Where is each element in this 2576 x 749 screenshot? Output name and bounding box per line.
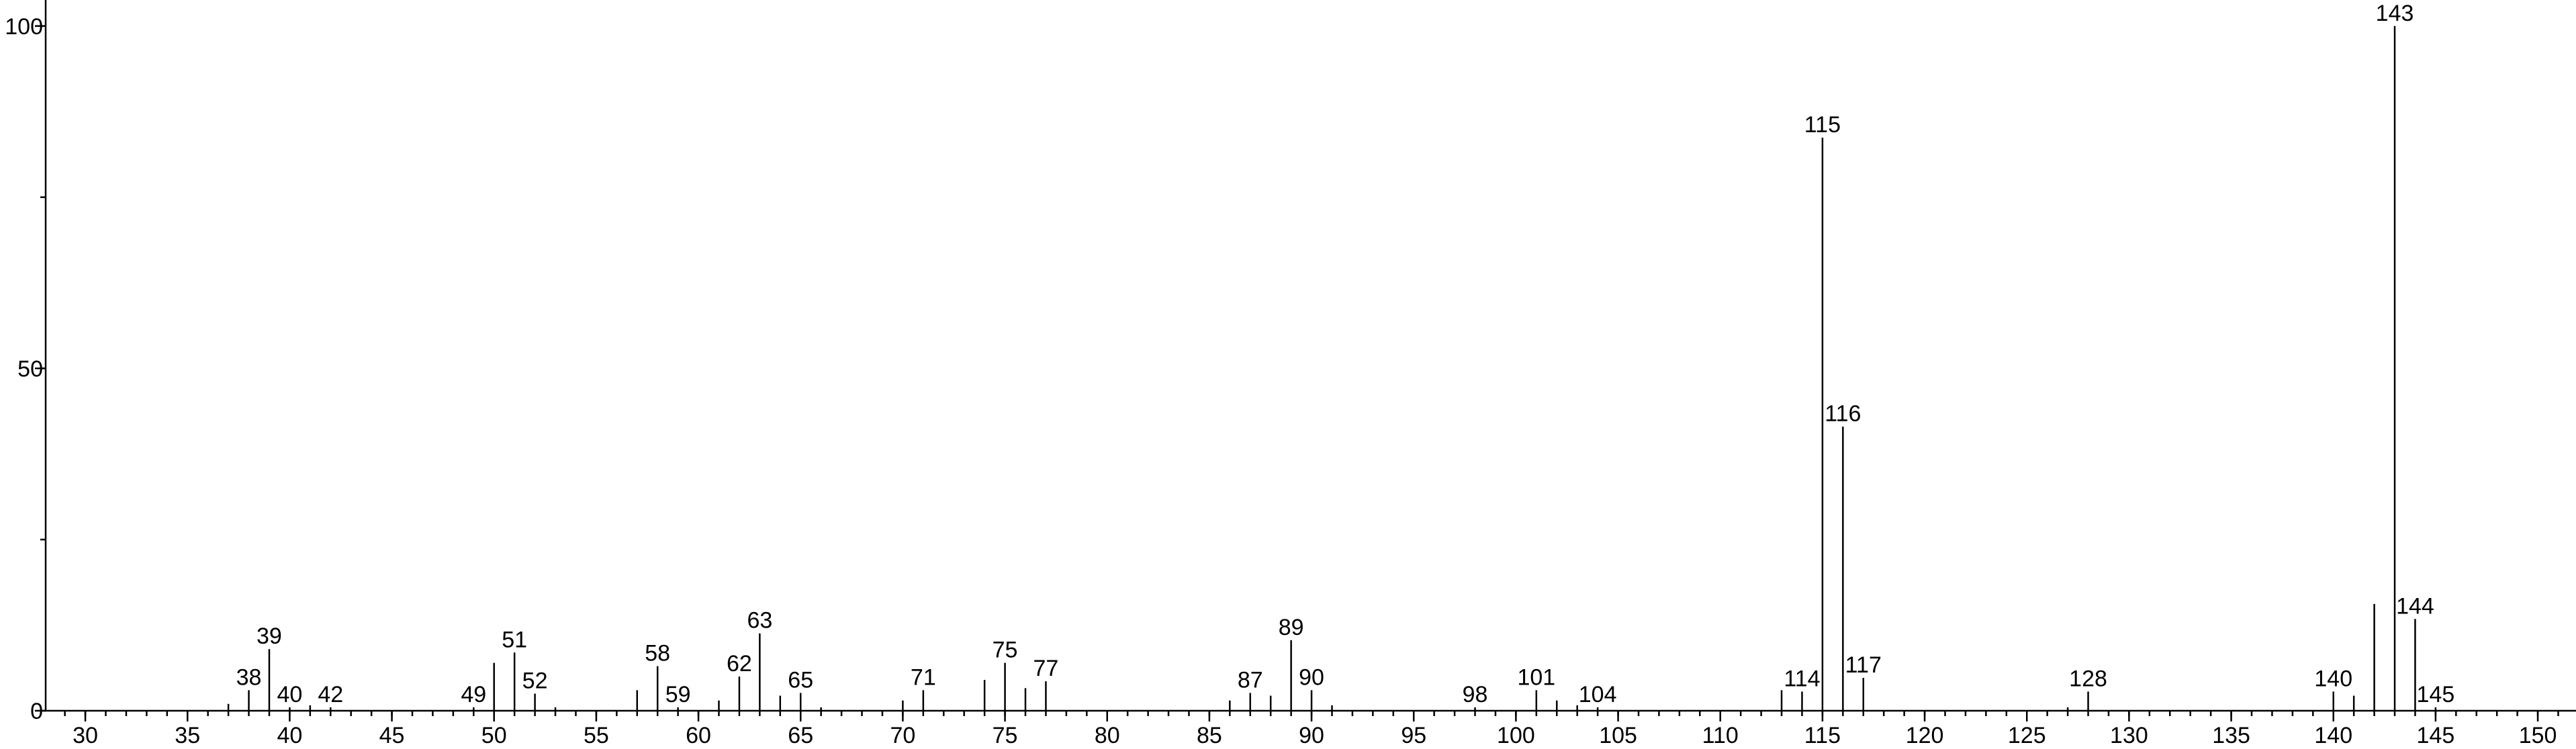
peak-label: 128 [2069,666,2107,691]
peak-label: 75 [993,638,1018,663]
peak-label: 65 [788,667,813,693]
x-tick-label: 140 [2314,723,2352,748]
x-tick-label: 35 [175,723,200,748]
peak-label: 58 [645,641,670,666]
peak-label: 114 [1784,666,1820,691]
peak-label: 59 [665,682,691,707]
peak-label: 115 [1804,112,1841,138]
peak-label: 89 [1279,615,1304,640]
peak-label: 145 [2417,682,2455,707]
x-tick-label: 95 [1401,723,1426,748]
x-tick-label: 30 [73,723,98,748]
peak-label: 49 [461,682,486,707]
peak-label: 63 [747,608,772,634]
peak-label: 77 [1033,656,1059,681]
y-tick-label: 100 [5,14,43,40]
x-tick-label: 135 [2212,723,2250,748]
peak-label: 87 [1238,667,1263,693]
x-tick-label: 110 [1702,723,1739,748]
x-tick-label: 90 [1299,723,1324,748]
x-tick-label: 105 [1599,723,1637,748]
x-tick-label: 40 [277,723,302,748]
peak-label: 140 [2314,666,2352,691]
peak-label: 52 [522,668,548,693]
x-tick-label: 150 [2519,723,2557,748]
peak-label: 62 [727,651,752,677]
x-tick-label: 85 [1197,723,1222,748]
x-tick-label: 130 [2110,723,2148,748]
x-tick-label: 75 [993,723,1018,748]
peak-label: 51 [502,627,527,652]
x-tick-label: 45 [379,723,405,748]
y-tick-label: 50 [17,356,43,382]
x-tick-label: 80 [1095,723,1120,748]
peak-label: 38 [236,664,262,690]
x-tick-label: 55 [584,723,609,748]
x-tick-label: 50 [481,723,507,748]
x-tick-label: 70 [890,723,915,748]
x-tick-label: 65 [788,723,813,748]
peak-label: 116 [1825,401,1861,427]
y-tick-label: 0 [30,699,43,724]
x-tick-label: 100 [1497,723,1535,748]
peak-label: 39 [257,623,282,649]
x-tick-label: 60 [686,723,711,748]
peak-label: 42 [318,682,343,707]
peak-label: 117 [1845,652,1882,678]
x-tick-label: 115 [1804,723,1841,748]
x-tick-label: 145 [2417,723,2455,748]
peak-label: 144 [2396,593,2434,619]
peak-label: 104 [1579,682,1617,707]
peak-label: 101 [1517,664,1555,690]
x-tick-label: 120 [1906,723,1944,748]
peak-label: 40 [277,682,302,707]
x-tick-label: 125 [2008,723,2046,748]
peak-label: 98 [1463,682,1488,707]
peak-label: 71 [911,664,936,690]
peak-label: 143 [2376,1,2414,26]
peak-label: 90 [1299,664,1324,690]
